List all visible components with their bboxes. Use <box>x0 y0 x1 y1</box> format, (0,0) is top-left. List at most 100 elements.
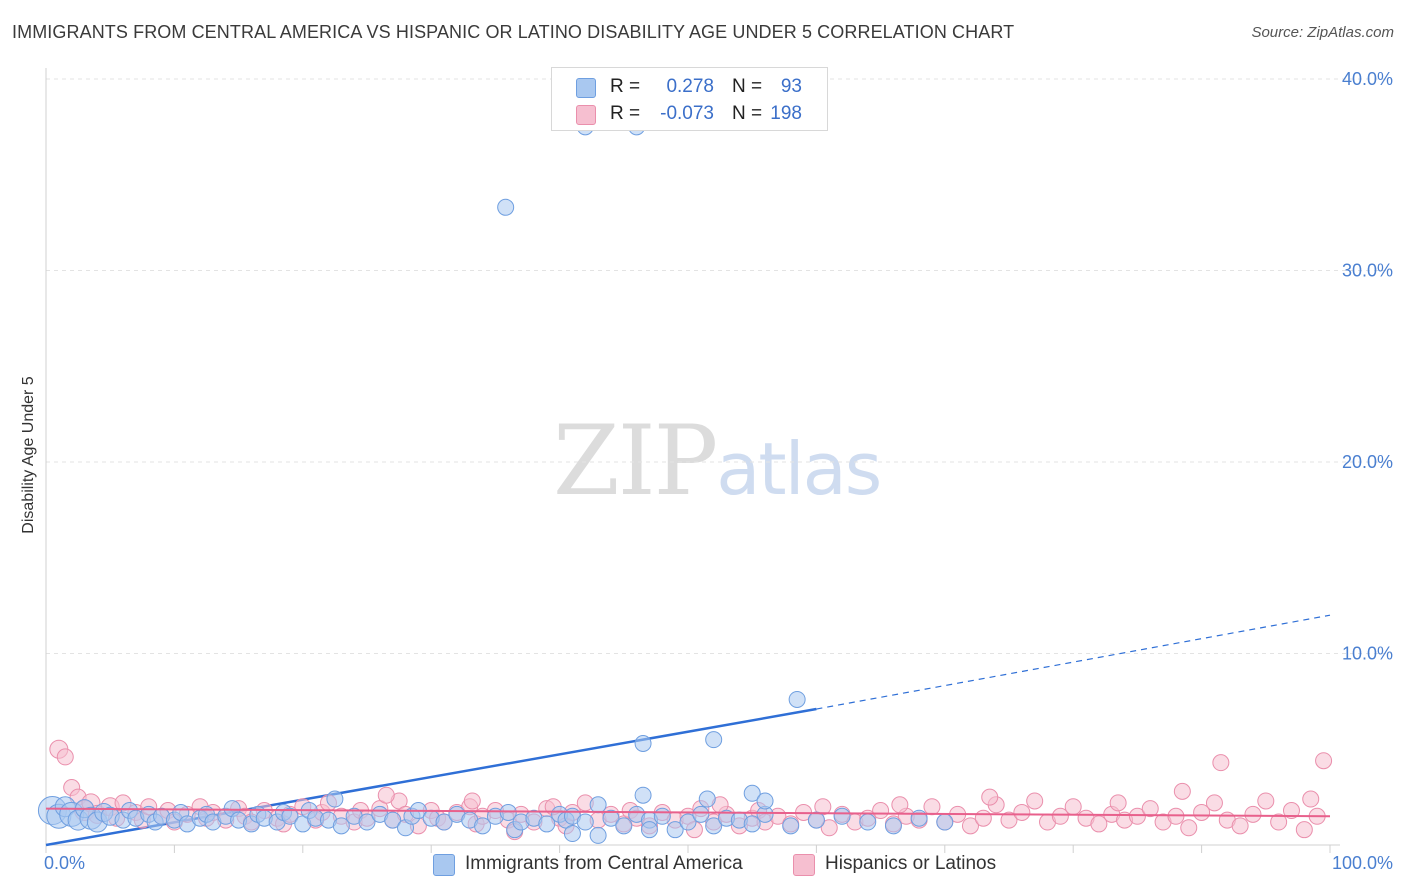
point-central-america <box>538 815 556 833</box>
point-hispanics <box>463 792 481 810</box>
point-hispanics <box>1257 792 1275 810</box>
point-central-america <box>679 813 697 831</box>
point-central-america <box>326 790 344 808</box>
point-central-america <box>384 811 402 829</box>
legend-swatch-pink <box>576 105 596 125</box>
grid-lines <box>46 78 1392 654</box>
point-central-america <box>589 826 607 844</box>
legend-n-label: N = <box>732 103 763 124</box>
point-central-america <box>743 784 761 802</box>
watermark: ZIPatlas <box>553 405 882 517</box>
point-hispanics <box>1064 798 1082 816</box>
point-hispanics <box>1244 805 1262 823</box>
y-axis-label: Disability Age Under 5 <box>20 376 37 534</box>
point-central-america <box>666 821 684 839</box>
trend-line-dashed <box>816 614 1331 710</box>
correlation-legend: R = 0.278 N = 93 R = -0.073 N = 198 <box>551 67 828 131</box>
point-central-america <box>756 792 774 810</box>
point-hispanics <box>1090 815 1108 833</box>
legend-n-value: 198 <box>770 103 802 124</box>
watermark-atlas: atlas <box>716 427 882 511</box>
legend-r-label: R = <box>610 76 641 97</box>
point-central-america <box>833 807 851 825</box>
point-central-america <box>859 813 877 831</box>
point-central-america <box>576 813 594 831</box>
legend-r-label: R = <box>610 103 641 124</box>
point-central-america <box>358 813 376 831</box>
point-hispanics <box>1026 792 1044 810</box>
point-central-america <box>705 817 723 835</box>
source-label: Source: ZipAtlas.com <box>1251 24 1394 41</box>
point-central-america <box>332 817 350 835</box>
trend-line-hispanics <box>45 807 1331 818</box>
point-central-america <box>884 817 902 835</box>
point-central-america <box>589 796 607 814</box>
legend-n-label: N = <box>732 76 763 97</box>
point-central-america <box>474 817 492 835</box>
point-central-america <box>435 813 453 831</box>
point-central-america <box>910 809 928 827</box>
legend-swatch-blue <box>433 854 455 876</box>
point-central-america <box>281 807 299 825</box>
legend-n-value: 93 <box>780 76 802 97</box>
point-hispanics <box>1231 817 1249 835</box>
point-central-america <box>698 790 716 808</box>
y-tick-label: 30.0% <box>1342 261 1393 281</box>
point-hispanics <box>1282 802 1300 820</box>
legend-r-value: 0.278 <box>666 76 714 97</box>
legend-r-value: -0.073 <box>660 103 714 124</box>
point-central-america <box>563 825 581 843</box>
point-hispanics <box>1128 807 1146 825</box>
point-hispanics <box>891 796 909 814</box>
point-central-america <box>782 817 800 835</box>
point-central-america <box>634 735 652 753</box>
point-hispanics <box>1212 754 1230 772</box>
legend-swatch-blue <box>576 78 596 98</box>
point-hispanics <box>981 788 999 806</box>
point-hispanics <box>1173 782 1191 800</box>
legend-label: Hispanics or Latinos <box>825 853 997 874</box>
point-hispanics <box>1013 803 1031 821</box>
point-central-america <box>615 817 633 835</box>
point-hispanics <box>1109 794 1127 812</box>
point-central-america <box>692 805 710 823</box>
point-hispanics <box>820 819 838 837</box>
point-hispanics <box>1000 811 1018 829</box>
point-hispanics <box>1205 794 1223 812</box>
y-tick-label: 40.0% <box>1342 69 1393 89</box>
point-hispanics <box>1180 819 1198 837</box>
point-central-america <box>640 821 658 839</box>
point-central-america <box>788 690 806 708</box>
point-central-america <box>499 803 517 821</box>
point-central-america <box>602 809 620 827</box>
chart-title: IMMIGRANTS FROM CENTRAL AMERICA VS HISPA… <box>12 22 1015 42</box>
point-central-america <box>653 807 671 825</box>
point-hispanics <box>872 802 890 820</box>
point-central-america <box>743 815 761 833</box>
point-hispanics <box>1295 821 1313 839</box>
point-central-america <box>497 198 515 216</box>
point-hispanics <box>1270 813 1288 831</box>
point-central-america <box>634 786 652 804</box>
y-tick-label: 10.0% <box>1342 644 1393 664</box>
legend-swatch-pink <box>793 854 815 876</box>
point-hispanics <box>974 809 992 827</box>
axes <box>45 68 1340 853</box>
legend-row-hispanics: R = -0.073 N = 198 <box>552 101 827 127</box>
point-central-america <box>936 813 954 831</box>
points-central-america <box>37 118 954 844</box>
series-legend: Immigrants from Central America Hispanic… <box>0 852 1406 878</box>
watermark-zip: ZIP <box>553 405 718 517</box>
point-hispanics <box>1302 790 1320 808</box>
trend-line-solid <box>45 807 1331 818</box>
legend-label: Immigrants from Central America <box>465 853 743 874</box>
point-hispanics <box>961 817 979 835</box>
y-tick-label: 20.0% <box>1342 452 1393 472</box>
x-tick-label: 100.0% <box>1332 853 1393 873</box>
point-hispanics <box>1315 752 1333 770</box>
point-hispanics <box>377 786 395 804</box>
tick-labels: 10.0% 20.0% 30.0% 40.0% 0.0% 100.0% <box>44 69 1393 873</box>
point-hispanics <box>1051 807 1069 825</box>
point-central-america <box>807 811 825 829</box>
